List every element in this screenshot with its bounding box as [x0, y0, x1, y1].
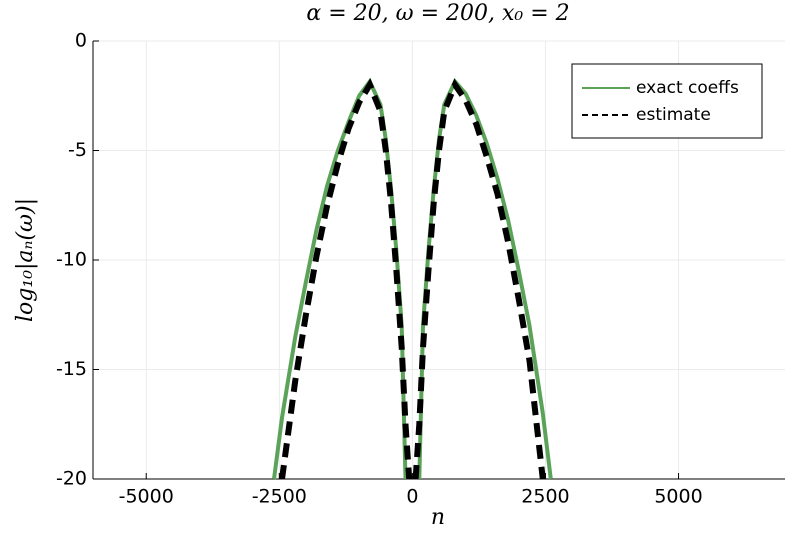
x-tick-label: -5000: [119, 486, 174, 508]
y-axis-label: log₁₀|aₙ(ω)|: [13, 198, 38, 322]
x-tick-label: 0: [406, 486, 418, 508]
legend-box: [571, 63, 763, 139]
y-tick-label: -10: [56, 249, 87, 271]
legend-label: exact coeffs: [636, 78, 739, 98]
legend-label: estimate: [636, 105, 711, 125]
x-tick-label: 2500: [521, 486, 569, 508]
y-tick-label: 0: [75, 30, 87, 52]
y-tick-label: -15: [56, 358, 87, 380]
x-tick-label: -2500: [252, 486, 307, 508]
y-tick-label: -5: [68, 139, 87, 161]
series-line: [279, 78, 546, 480]
chart-title: α = 20, ω = 200, x₀ = 2: [306, 1, 569, 26]
x-axis-label: n: [431, 505, 445, 530]
y-tick-label: -20: [56, 468, 87, 490]
x-tick-label: 5000: [654, 486, 702, 508]
